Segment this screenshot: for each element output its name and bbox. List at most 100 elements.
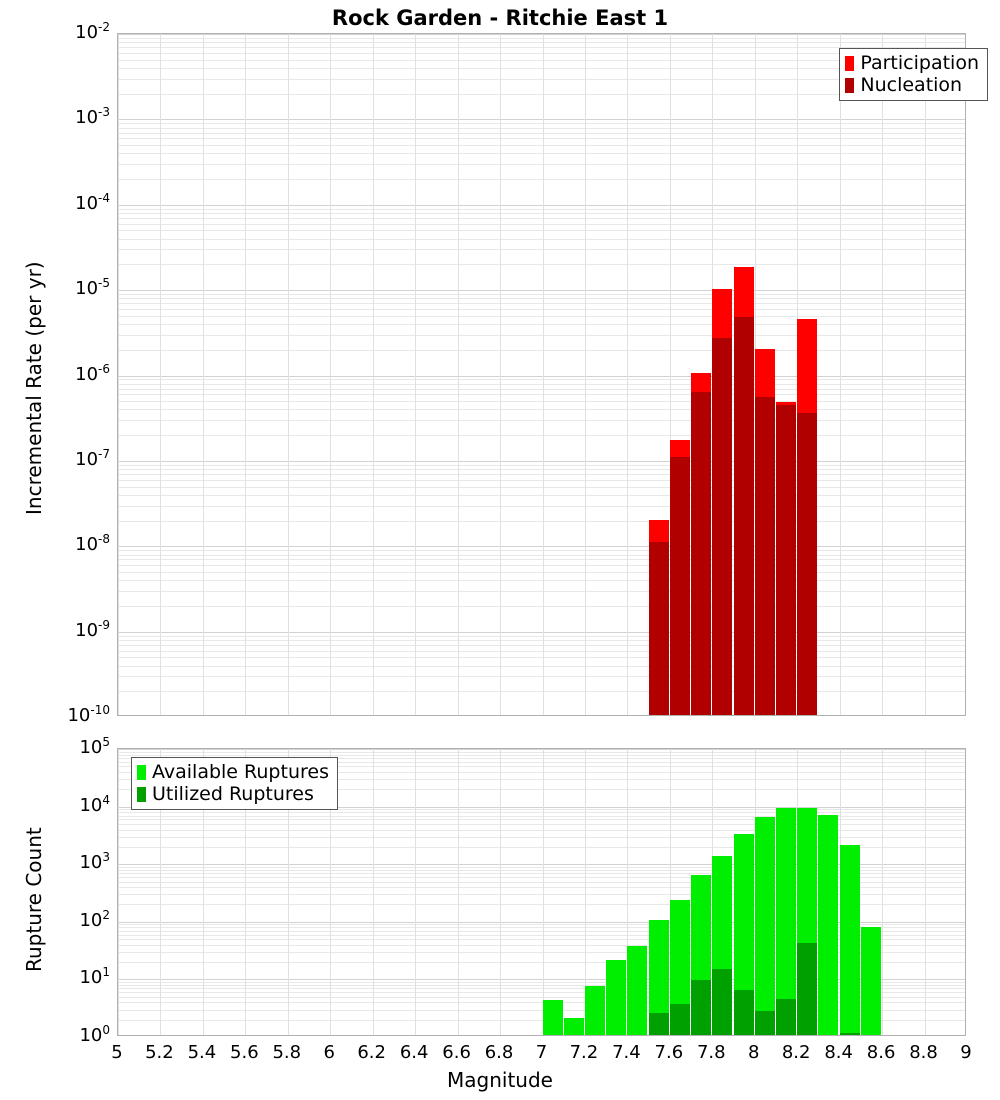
bar-utilized-ruptures: [776, 999, 796, 1035]
y-tick-label: 10-7: [75, 446, 110, 470]
x-tick-label: 7.2: [569, 1042, 599, 1063]
x-axis-title: Magnitude: [447, 1068, 553, 1092]
gridline-horizontal: [118, 487, 965, 488]
gridline-horizontal: [118, 924, 965, 925]
x-tick-label: 8.2: [781, 1042, 811, 1063]
gridline-horizontal: [118, 640, 965, 641]
gridline-vertical: [245, 34, 246, 715]
gridline-horizontal: [118, 546, 965, 547]
bar-nucleation: [712, 338, 732, 715]
top-panel-bars: [118, 34, 965, 715]
gridline-horizontal: [118, 580, 965, 581]
gridline-horizontal: [118, 1002, 965, 1003]
bar-available-ruptures: [734, 834, 754, 1035]
y-tick-label: 101: [79, 965, 110, 989]
legend-swatch-utilized-ruptures: [137, 787, 146, 802]
x-tick-label: 8.6: [866, 1042, 896, 1063]
bar-available-ruptures: [755, 817, 775, 1035]
gridline-horizontal: [118, 469, 965, 470]
gridline-horizontal: [118, 409, 965, 410]
x-tick-label: 7.8: [696, 1042, 726, 1063]
bar-nucleation: [670, 457, 690, 715]
gridline-horizontal: [118, 335, 965, 336]
gridline-horizontal: [118, 931, 965, 932]
gridline-horizontal: [118, 809, 965, 810]
gridline-horizontal: [118, 224, 965, 225]
gridline-horizontal: [118, 461, 965, 462]
bar-nucleation: [734, 317, 754, 715]
gridline-horizontal: [118, 997, 965, 998]
gridline-horizontal: [118, 651, 965, 652]
y-tick-label: 10-5: [75, 276, 110, 300]
x-tick-label: 6.2: [357, 1042, 386, 1063]
gridline-horizontal: [118, 376, 965, 377]
bar-participation: [670, 440, 690, 715]
gridline-horizontal: [118, 887, 965, 888]
gridline-horizontal: [118, 350, 965, 351]
gridline-vertical: [458, 34, 459, 715]
gridline-horizontal: [118, 1010, 965, 1011]
gridline-horizontal: [118, 867, 965, 868]
gridline-horizontal: [118, 42, 965, 43]
x-tick-label: 5.4: [187, 1042, 217, 1063]
legend-label-nucleation: Nucleation: [860, 74, 963, 96]
gridline-horizontal: [118, 904, 965, 905]
legend-item-utilized-ruptures: Utilized Ruptures: [137, 785, 329, 804]
gridline-horizontal: [118, 303, 965, 304]
y-tick-label: 10-4: [75, 190, 110, 214]
bar-available-ruptures: [564, 1018, 584, 1035]
gridline-horizontal: [118, 807, 965, 808]
y-tick-label: 10-8: [75, 532, 110, 556]
gridline-horizontal: [118, 676, 965, 677]
gridline-horizontal: [118, 239, 965, 240]
bar-available-ruptures: [776, 808, 796, 1035]
bar-utilized-ruptures: [797, 943, 817, 1035]
gridline-horizontal: [118, 420, 965, 421]
gridline-horizontal: [118, 992, 965, 993]
y-tick-label: 10-2: [75, 20, 110, 43]
gridline-horizontal: [118, 521, 965, 522]
bar-participation: [734, 267, 754, 715]
gridline-vertical: [585, 34, 586, 715]
gridline-horizontal: [118, 636, 965, 637]
gridline-vertical: [203, 749, 204, 1035]
gridline-horizontal: [118, 591, 965, 592]
legend-label-available-ruptures: Available Ruptures: [152, 761, 329, 783]
x-tick-label: 8.8: [909, 1042, 938, 1063]
bar-available-ruptures: [670, 900, 690, 1035]
bar-utilized-ruptures: [649, 1013, 669, 1035]
gridline-horizontal: [118, 812, 965, 813]
bar-utilized-ruptures: [712, 969, 732, 1035]
y-tick-label: 10-3: [75, 105, 110, 129]
gridline-vertical: [330, 34, 331, 715]
gridline-horizontal: [118, 789, 965, 790]
bar-participation: [691, 373, 711, 715]
bar-participation: [649, 520, 669, 715]
gridline-vertical: [585, 749, 586, 1035]
bottom-panel-legend: Available Ruptures Utilized Ruptures: [131, 757, 338, 810]
bar-available-ruptures: [797, 808, 817, 1035]
gridline-vertical: [373, 34, 374, 715]
bar-participation: [776, 402, 796, 715]
gridline-horizontal: [118, 401, 965, 402]
gridline-horizontal: [118, 435, 965, 436]
gridline-horizontal: [118, 123, 965, 124]
top-panel-legend: Participation Nucleation: [839, 48, 988, 101]
gridline-horizontal: [118, 94, 965, 95]
bar-utilized-ruptures: [840, 1033, 860, 1035]
gridline-horizontal: [118, 179, 965, 180]
x-tick-label: 5: [111, 1042, 123, 1063]
gridline-vertical: [288, 34, 289, 715]
gridline-horizontal: [118, 213, 965, 214]
gridline-horizontal: [118, 164, 965, 165]
gridline-vertical: [840, 34, 841, 715]
gridline-vertical: [203, 34, 204, 715]
gridline-horizontal: [118, 316, 965, 317]
gridline-horizontal: [118, 145, 965, 146]
gridline-vertical: [670, 34, 671, 715]
bar-participation: [797, 319, 817, 715]
bar-nucleation: [649, 542, 669, 715]
bar-nucleation: [755, 397, 775, 715]
gridline-horizontal: [118, 60, 965, 61]
